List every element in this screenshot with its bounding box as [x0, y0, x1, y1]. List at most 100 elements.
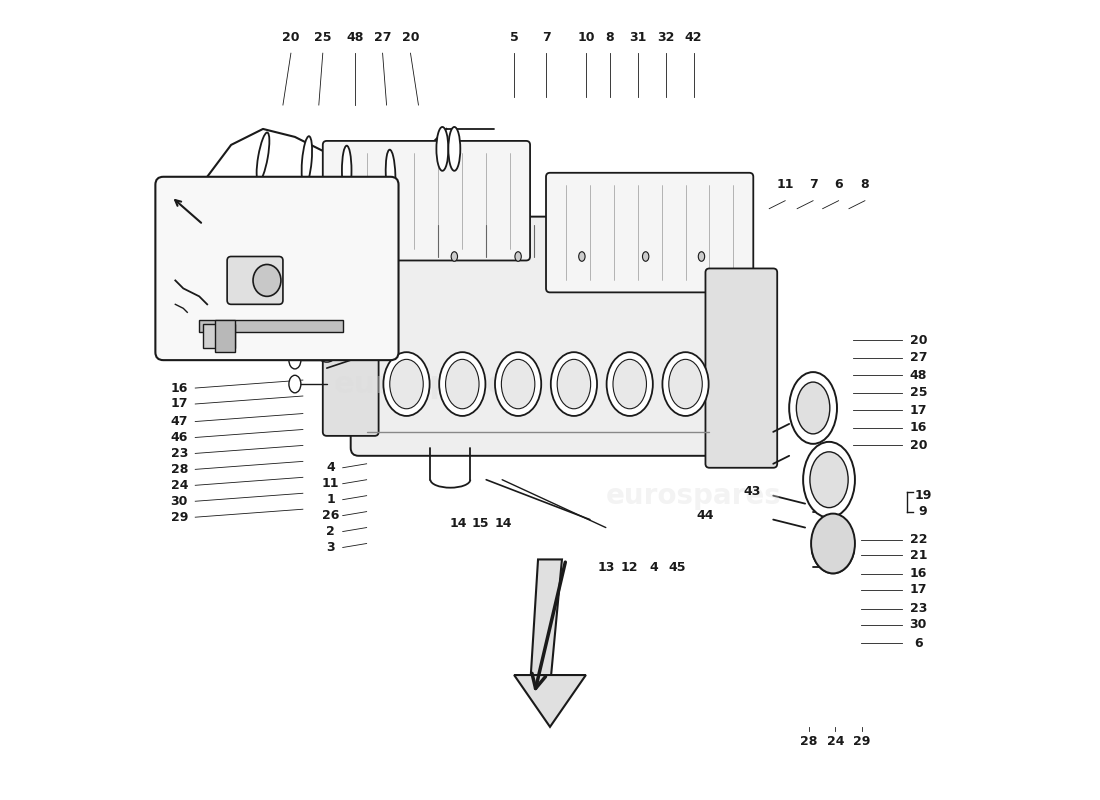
Ellipse shape	[253, 265, 280, 296]
Ellipse shape	[698, 252, 705, 262]
Text: 20: 20	[910, 439, 927, 452]
Text: 17: 17	[910, 404, 927, 417]
Text: 18: 18	[169, 334, 186, 346]
Text: 17: 17	[910, 583, 927, 596]
Ellipse shape	[389, 359, 424, 409]
FancyBboxPatch shape	[155, 177, 398, 360]
Ellipse shape	[387, 252, 394, 262]
Text: 14: 14	[450, 517, 468, 530]
Text: 11: 11	[322, 478, 340, 490]
Ellipse shape	[342, 146, 352, 195]
FancyBboxPatch shape	[705, 269, 778, 468]
Text: 40: 40	[306, 306, 323, 319]
Text: 29: 29	[170, 510, 188, 524]
Text: 30: 30	[170, 494, 188, 508]
Text: 3: 3	[327, 541, 336, 554]
Text: 15: 15	[472, 517, 490, 530]
Text: 33: 33	[173, 282, 190, 295]
Text: 8: 8	[605, 30, 614, 44]
Text: 47: 47	[170, 415, 188, 428]
Text: 28: 28	[801, 734, 817, 748]
Text: 20: 20	[283, 30, 299, 44]
Text: 32: 32	[657, 30, 674, 44]
Ellipse shape	[301, 136, 312, 186]
Text: 5: 5	[509, 30, 518, 44]
Text: 7: 7	[808, 178, 817, 191]
Text: 20: 20	[402, 30, 419, 44]
Text: 4: 4	[327, 462, 336, 474]
Text: 12: 12	[621, 561, 638, 574]
Text: 10: 10	[578, 30, 595, 44]
Ellipse shape	[256, 133, 270, 181]
Ellipse shape	[451, 252, 458, 262]
Ellipse shape	[613, 359, 647, 409]
Text: 16: 16	[910, 422, 927, 434]
Ellipse shape	[811, 514, 855, 574]
Ellipse shape	[606, 352, 652, 416]
FancyBboxPatch shape	[546, 173, 754, 292]
Ellipse shape	[803, 442, 855, 518]
Ellipse shape	[446, 359, 478, 409]
Bar	[199, 320, 343, 332]
Ellipse shape	[502, 359, 535, 409]
Text: 28: 28	[170, 463, 188, 476]
Text: 2: 2	[327, 525, 336, 538]
Text: 41: 41	[201, 244, 218, 257]
Ellipse shape	[642, 252, 649, 262]
Ellipse shape	[495, 352, 541, 416]
Text: eurospares: eurospares	[265, 247, 388, 266]
Ellipse shape	[386, 150, 395, 199]
Ellipse shape	[384, 352, 430, 416]
Bar	[204, 324, 235, 348]
Ellipse shape	[289, 327, 301, 345]
Text: 14: 14	[495, 517, 513, 530]
Text: 34: 34	[173, 263, 190, 277]
Text: 21: 21	[910, 549, 927, 562]
Text: 45: 45	[669, 561, 686, 574]
Ellipse shape	[662, 352, 708, 416]
Text: 23: 23	[170, 447, 188, 460]
Text: 27: 27	[910, 351, 927, 364]
Text: 36: 36	[248, 225, 265, 238]
Text: 29: 29	[852, 734, 870, 748]
Ellipse shape	[437, 127, 449, 170]
Text: 44: 44	[696, 509, 714, 522]
Text: 46: 46	[170, 431, 188, 444]
FancyBboxPatch shape	[351, 217, 725, 456]
Text: 38: 38	[300, 225, 317, 238]
Ellipse shape	[289, 375, 301, 393]
Text: 35: 35	[283, 201, 299, 214]
Ellipse shape	[449, 127, 460, 170]
Text: 1: 1	[327, 493, 336, 506]
Text: 23: 23	[910, 602, 927, 615]
Text: 25: 25	[910, 386, 927, 399]
Text: 31: 31	[629, 30, 647, 44]
Ellipse shape	[319, 350, 334, 362]
Text: 37: 37	[273, 225, 290, 238]
Text: 19: 19	[914, 489, 932, 502]
Ellipse shape	[810, 452, 848, 508]
Text: 25: 25	[314, 30, 331, 44]
Text: 17: 17	[170, 398, 188, 410]
Text: 16: 16	[910, 567, 927, 580]
FancyBboxPatch shape	[227, 257, 283, 304]
Text: 22: 22	[910, 533, 927, 546]
Text: 39: 39	[306, 288, 323, 302]
Ellipse shape	[669, 359, 702, 409]
Ellipse shape	[551, 352, 597, 416]
Text: 6: 6	[834, 178, 843, 191]
Text: 16: 16	[170, 382, 188, 394]
Text: 48: 48	[910, 369, 927, 382]
Text: 11: 11	[777, 178, 794, 191]
Text: 9: 9	[177, 318, 186, 330]
Text: 24: 24	[827, 734, 844, 748]
Text: 27: 27	[374, 30, 392, 44]
Bar	[216, 320, 235, 352]
Text: eurospares: eurospares	[606, 482, 781, 510]
FancyBboxPatch shape	[322, 141, 530, 261]
Text: 30: 30	[910, 618, 927, 631]
Text: 48: 48	[346, 30, 363, 44]
Text: eurospares: eurospares	[334, 370, 527, 398]
Text: 4: 4	[649, 561, 658, 574]
Ellipse shape	[796, 382, 829, 434]
